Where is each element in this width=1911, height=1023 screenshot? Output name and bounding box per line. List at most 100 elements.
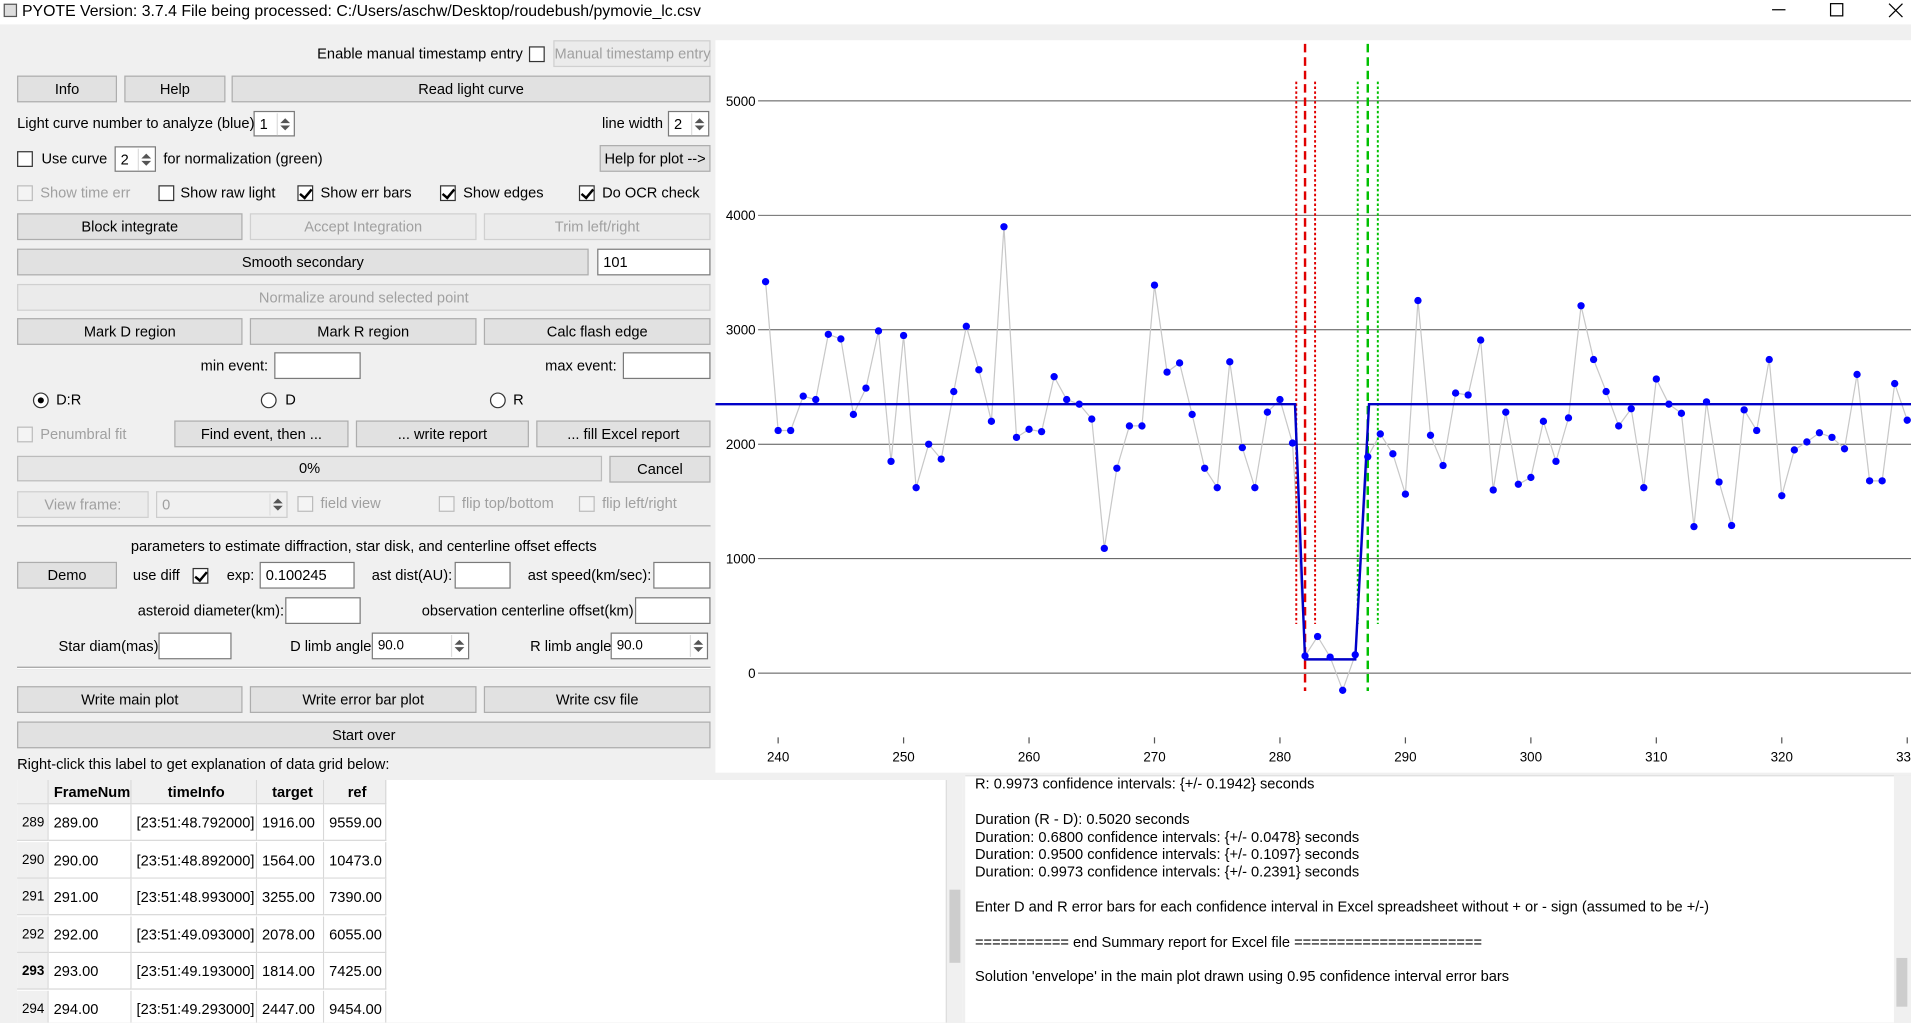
- text-input[interactable]: 0.100245: [260, 562, 355, 589]
- checkbox[interactable]: [17, 151, 33, 167]
- data-point: [1138, 422, 1145, 429]
- button[interactable]: ... write report: [356, 420, 529, 447]
- button[interactable]: Calc flash edge: [484, 318, 711, 345]
- cell: [23:51:48.892000]: [132, 842, 258, 879]
- checkbox[interactable]: [579, 496, 595, 512]
- close[interactable]: [1889, 4, 1902, 17]
- scrollbar[interactable]: [946, 780, 963, 1023]
- radio[interactable]: [261, 392, 277, 408]
- data-point: [1891, 380, 1898, 387]
- checkbox[interactable]: [158, 185, 174, 201]
- text-input[interactable]: [653, 562, 710, 589]
- text-input[interactable]: 101: [597, 249, 710, 276]
- cell: 1814.00: [257, 953, 324, 990]
- spinbox[interactable]: 2: [115, 146, 156, 172]
- spinbox[interactable]: 90.0: [372, 633, 470, 660]
- radio[interactable]: [490, 392, 506, 408]
- button[interactable]: Normalize around selected point: [17, 284, 710, 311]
- button[interactable]: Help for plot -->: [600, 145, 711, 172]
- button[interactable]: Write error bar plot: [250, 686, 477, 713]
- data-point: [1063, 396, 1070, 403]
- button[interactable]: Block integrate: [17, 213, 242, 240]
- spin-arrows[interactable]: [690, 635, 706, 657]
- spinbox[interactable]: 1: [254, 111, 295, 137]
- label: Show edges: [463, 183, 543, 203]
- spin-arrows[interactable]: [451, 635, 467, 657]
- button[interactable]: View frame:: [17, 491, 149, 518]
- data-point: [1464, 391, 1471, 398]
- spin-arrows[interactable]: [138, 149, 154, 171]
- radio[interactable]: [33, 392, 49, 408]
- button[interactable]: ... fill Excel report: [536, 420, 710, 447]
- y-tick-label: 5000: [726, 94, 756, 109]
- spin-arrows[interactable]: [691, 113, 707, 135]
- checkbox[interactable]: [529, 46, 545, 62]
- spin-value: 90.0: [617, 639, 643, 654]
- scroll-thumb[interactable]: [949, 890, 960, 963]
- data-point: [1389, 450, 1396, 457]
- grid-label[interactable]: Right-click this label to get explanatio…: [17, 754, 389, 774]
- checkbox[interactable]: [17, 185, 33, 201]
- spinbox[interactable]: 0: [156, 491, 288, 518]
- text-input[interactable]: [274, 352, 361, 379]
- checkbox[interactable]: [440, 185, 456, 201]
- button[interactable]: Start over: [17, 722, 710, 749]
- data-grid[interactable]: FrameNumtimeInfotargetref289289.00[23:51…: [17, 780, 963, 1023]
- cell: 7390.00: [324, 879, 386, 916]
- data-point: [1101, 545, 1108, 552]
- spin-arrows[interactable]: [269, 494, 285, 516]
- checkbox[interactable]: [439, 496, 455, 512]
- data-point: [1025, 426, 1032, 433]
- data-point: [1728, 522, 1735, 529]
- button[interactable]: Write main plot: [17, 686, 242, 713]
- data-point: [1703, 398, 1710, 405]
- button[interactable]: Write csv file: [484, 686, 711, 713]
- data-point: [1402, 490, 1409, 497]
- button[interactable]: Find event, then ...: [174, 420, 348, 447]
- text-input[interactable]: [623, 352, 711, 379]
- scrollbar[interactable]: [1894, 775, 1911, 1022]
- button[interactable]: Mark R region: [250, 318, 477, 345]
- cell: [23:51:49.093000]: [132, 916, 258, 953]
- checkbox[interactable]: [579, 185, 595, 201]
- data-point: [1352, 651, 1359, 658]
- button[interactable]: Accept Integration: [250, 213, 477, 240]
- text-input[interactable]: [285, 597, 361, 624]
- spinbox[interactable]: 2: [668, 111, 709, 137]
- row-header: 294: [17, 990, 49, 1022]
- scroll-thumb[interactable]: [1896, 958, 1907, 1007]
- data-point: [975, 366, 982, 373]
- text-input[interactable]: [455, 562, 511, 589]
- spinbox[interactable]: 90.0: [611, 633, 709, 660]
- text-input[interactable]: [635, 597, 711, 624]
- button[interactable]: Info: [17, 76, 117, 103]
- button[interactable]: Mark D region: [17, 318, 242, 345]
- button[interactable]: Manual timestamp entry: [553, 40, 710, 67]
- button[interactable]: Trim left/right: [484, 213, 711, 240]
- text-input[interactable]: [158, 633, 231, 660]
- maximize[interactable]: [1831, 4, 1843, 16]
- checkbox[interactable]: [193, 568, 209, 584]
- button[interactable]: Read light curve: [232, 76, 711, 103]
- checkbox[interactable]: [297, 496, 313, 512]
- button[interactable]: Cancel: [609, 456, 710, 483]
- data-point: [800, 392, 807, 399]
- button[interactable]: Help: [124, 76, 225, 103]
- button[interactable]: Demo: [17, 562, 117, 589]
- window-buttons[interactable]: [1755, 0, 1911, 22]
- spin-arrows[interactable]: [277, 113, 293, 135]
- cell: [23:51:49.193000]: [132, 953, 258, 990]
- checkbox[interactable]: [17, 427, 33, 443]
- plot[interactable]: 0100020003000400050002402502602702802903…: [715, 40, 1911, 772]
- checkbox[interactable]: [297, 185, 313, 201]
- data-point: [1214, 484, 1221, 491]
- data-point: [1151, 281, 1158, 288]
- x-tick-label: 300: [1520, 750, 1542, 765]
- label: line width: [541, 113, 663, 133]
- data-point: [1050, 373, 1057, 380]
- data-point: [1427, 432, 1434, 439]
- data-point: [1791, 446, 1798, 453]
- button[interactable]: Smooth secondary: [17, 249, 589, 276]
- data-point: [1452, 389, 1459, 396]
